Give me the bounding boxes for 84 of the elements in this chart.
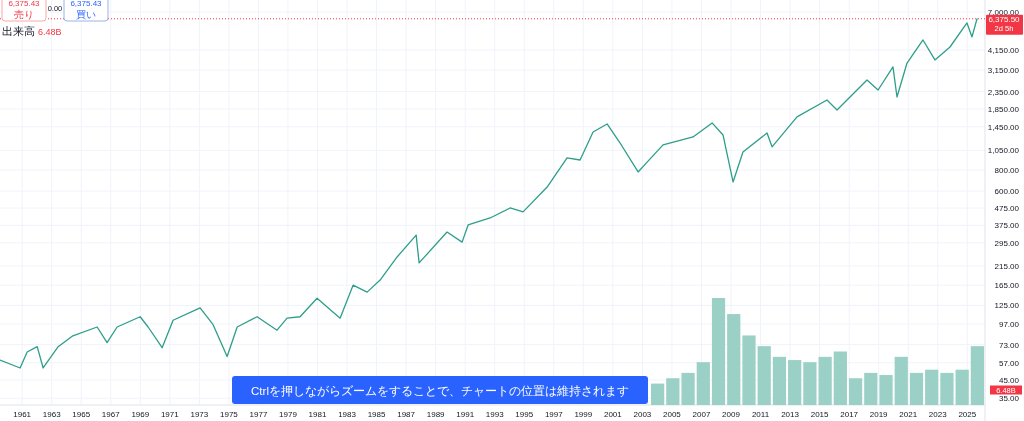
x-tick-label: 1963	[42, 410, 62, 419]
bar	[681, 372, 695, 405]
x-tick-label: 2007	[692, 410, 711, 419]
y-tick-label: 1,850.00	[987, 104, 1020, 114]
bar	[651, 383, 665, 405]
x-tick-label: 1977	[249, 410, 268, 419]
x-tick-label: 1985	[367, 410, 387, 419]
annotation: 6.48B	[38, 27, 62, 37]
y-tick-label: 4,150.00	[987, 46, 1020, 56]
x-tick-label: 2011	[751, 410, 770, 419]
y-tick-label: 165.00	[994, 281, 1020, 291]
x-tick-label: 1975	[220, 410, 239, 419]
x-tick-label: 1971	[160, 410, 180, 419]
x-tick-label: 1979	[279, 410, 298, 419]
x-tick-label: 2001	[603, 410, 623, 419]
y-tick-label: 97.00	[998, 319, 1020, 329]
x-tick-label: 1969	[131, 410, 150, 419]
x-tick-label: 1993	[485, 410, 505, 419]
x-tick-label: 2005	[663, 410, 682, 419]
y-tick-label: 35.00	[998, 394, 1020, 404]
y-tick-label: 73.00	[998, 340, 1020, 350]
bar	[757, 346, 771, 405]
x-tick-label: 1961	[13, 410, 32, 419]
bar	[909, 372, 924, 405]
y-tick-label: 215.00	[994, 261, 1020, 271]
bar	[727, 314, 741, 405]
y-tick-label: 375.00	[994, 221, 1020, 231]
x-tick-label: 1995	[515, 410, 534, 419]
x-tick-label: 2015	[810, 410, 830, 419]
y-tick-label: 600.00	[994, 187, 1020, 197]
bar	[742, 335, 756, 405]
x-tick-label: 1965	[72, 410, 91, 419]
y-tick-label: 800.00	[994, 166, 1020, 176]
y-tick-label: 3,150.00	[987, 66, 1020, 76]
annotation: 売り	[14, 9, 34, 20]
y-tick-label: 45.00	[998, 375, 1020, 385]
x-tick-label: 2023	[928, 410, 948, 419]
annotation: 出来高	[2, 25, 35, 37]
x-tick-label: 1967	[101, 410, 121, 419]
bar	[666, 378, 680, 405]
x-tick-label: 2009	[722, 410, 741, 419]
y-tick-label: 1,450.00	[987, 122, 1020, 132]
annotation: Ctrlを押しながらズームをすることで、チャートの位置は維持されます	[251, 384, 629, 398]
x-tick-label: 2025	[958, 410, 977, 419]
annotation: 買い	[76, 9, 96, 20]
bar	[879, 375, 893, 405]
x-tick-label: 1973	[190, 410, 209, 419]
y-tick-label: 7,000.00	[987, 7, 1020, 17]
x-tick-label: 2017	[840, 410, 859, 419]
y-tick-label: 57.00	[998, 358, 1020, 368]
bar	[803, 362, 817, 405]
annotation: 6,375.43	[70, 0, 103, 8]
y-tick-label: 1,050.00	[987, 146, 1020, 156]
x-tick-label: 2021	[899, 410, 918, 419]
x-tick-label: 1999	[574, 410, 593, 419]
bar	[788, 360, 802, 405]
ref-line-label: 6,375.50	[988, 14, 1021, 24]
bar	[711, 298, 726, 405]
x-tick-label: 2013	[781, 410, 800, 419]
x-tick-label: 1983	[338, 410, 357, 419]
x-tick-label: 1991	[456, 410, 475, 419]
bar	[925, 369, 939, 405]
y-tick-label: 295.00	[994, 238, 1020, 248]
x-tick-label: 1987	[397, 410, 416, 419]
bar	[955, 369, 969, 405]
annotation: 6,375.43	[8, 0, 41, 8]
x-tick-label: 1981	[308, 410, 327, 419]
x-tick-label: 2003	[633, 410, 652, 419]
x-tick-label: 1989	[426, 410, 446, 419]
y-tick-label: 2,350.00	[987, 87, 1020, 97]
bar	[894, 356, 908, 405]
bar	[696, 362, 710, 405]
bar	[772, 356, 787, 405]
bar	[818, 356, 832, 405]
bar	[970, 346, 984, 405]
bar	[833, 351, 847, 405]
x-tick-label: 1997	[544, 410, 564, 419]
bar	[848, 378, 863, 405]
bar	[940, 372, 954, 405]
line-series	[0, 18, 978, 369]
x-tick-label: 2019	[869, 410, 889, 419]
y-tick-label: 475.00	[994, 204, 1020, 214]
y-tick-label: 125.00	[994, 301, 1020, 311]
bar	[864, 372, 878, 405]
